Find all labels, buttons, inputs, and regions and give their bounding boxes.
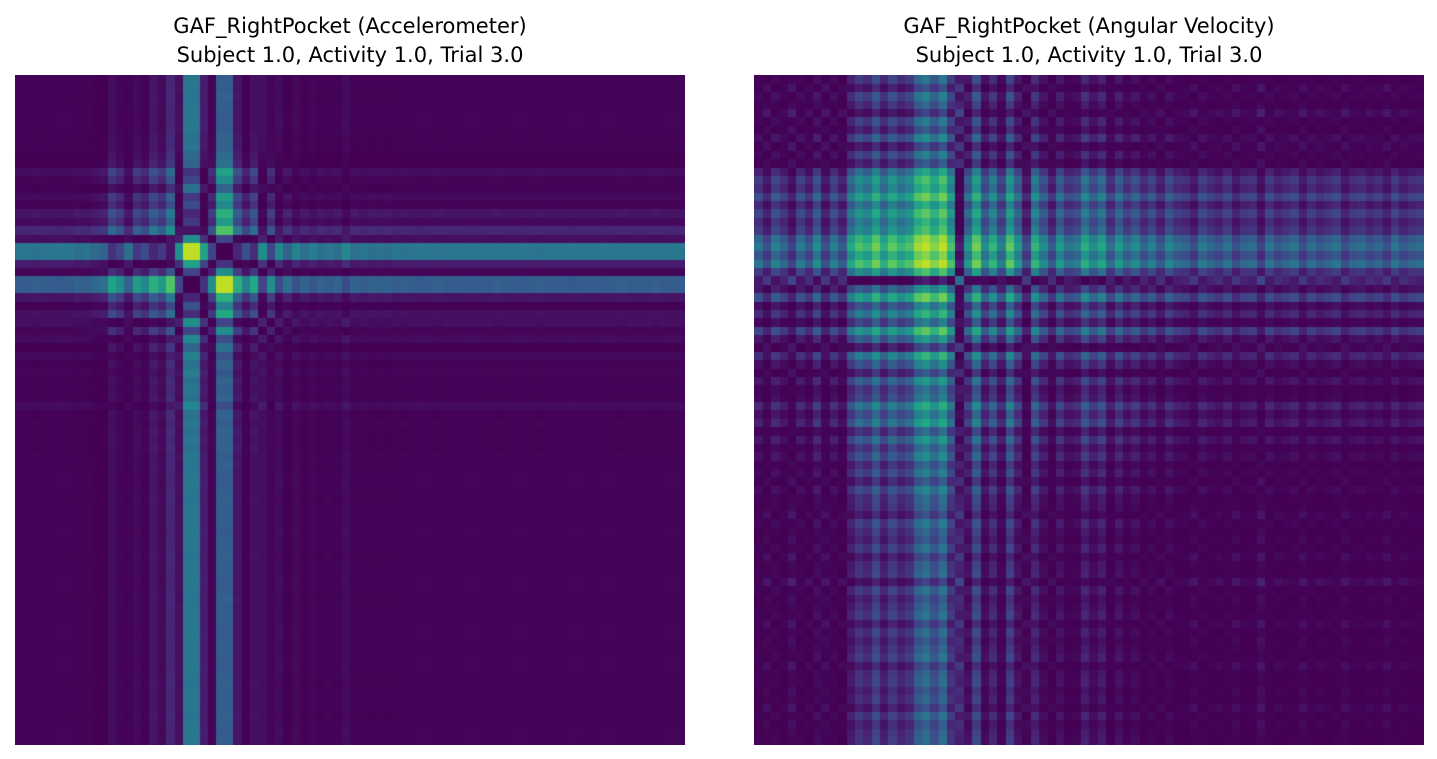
heatmap-panel-accelerometer: GAF_RightPocket (Accelerometer) Subject … xyxy=(15,0,685,759)
chart-title-line: GAF_RightPocket (Accelerometer) xyxy=(173,14,527,38)
chart-title: GAF_RightPocket (Accelerometer) Subject … xyxy=(15,12,685,70)
heatmap-accelerometer xyxy=(15,75,685,745)
chart-subtitle-line: Subject 1.0, Activity 1.0, Trial 3.0 xyxy=(176,43,524,67)
heatmap-angular-velocity xyxy=(754,75,1424,745)
heatmap-panel-angular-velocity: GAF_RightPocket (Angular Velocity) Subje… xyxy=(754,0,1424,759)
chart-subtitle-line: Subject 1.0, Activity 1.0, Trial 3.0 xyxy=(915,43,1263,67)
chart-title-line: GAF_RightPocket (Angular Velocity) xyxy=(903,14,1275,38)
chart-title: GAF_RightPocket (Angular Velocity) Subje… xyxy=(754,12,1424,70)
